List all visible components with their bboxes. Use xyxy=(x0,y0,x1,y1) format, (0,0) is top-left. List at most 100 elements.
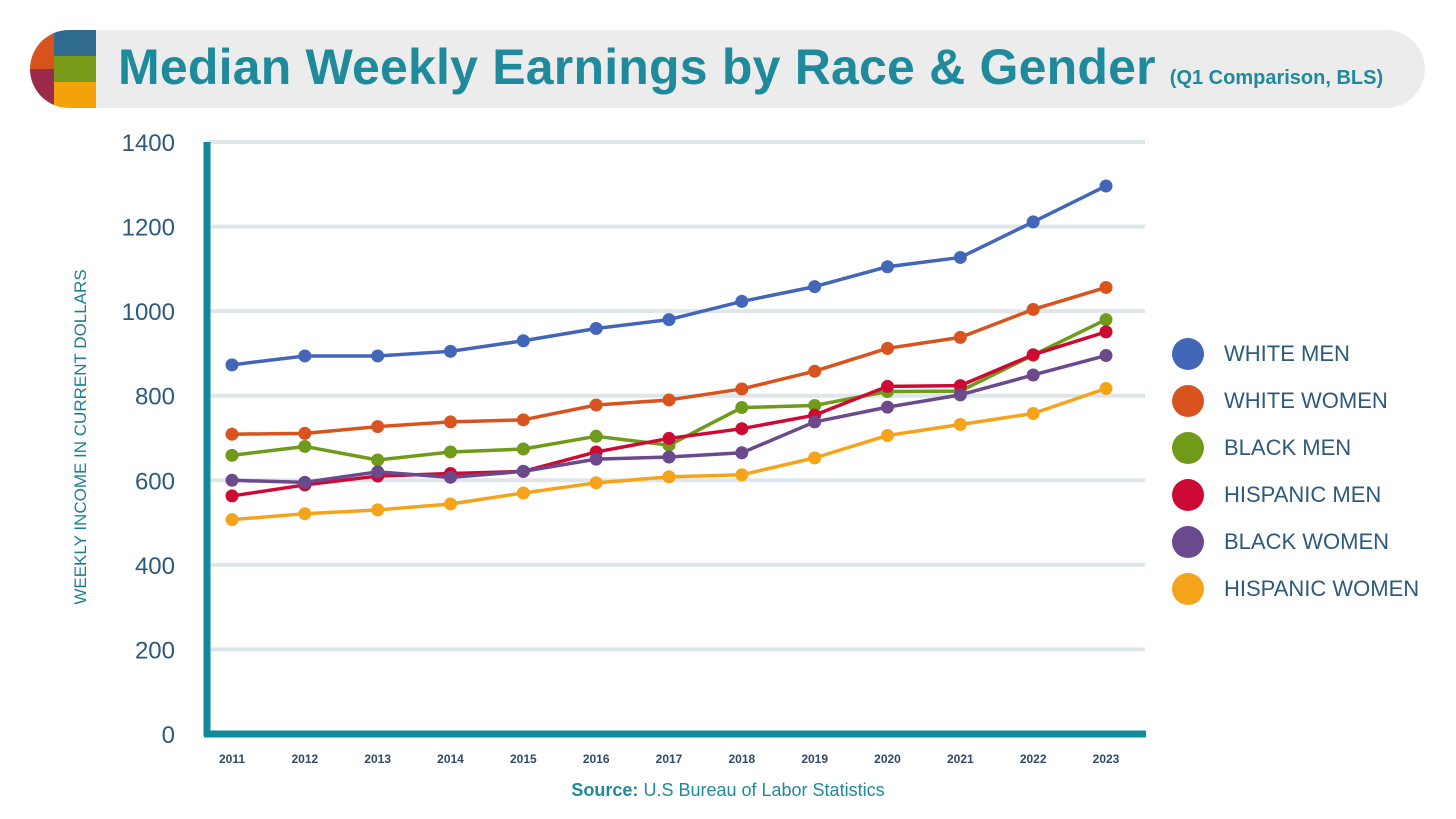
legend-item: HISPANIC WOMEN xyxy=(1172,565,1419,612)
legend-label: HISPANIC MEN xyxy=(1224,481,1382,507)
data-point xyxy=(1026,348,1040,362)
y-tick-label: 600 xyxy=(135,468,175,495)
x-tick-label: 2012 xyxy=(291,752,318,766)
data-point xyxy=(808,398,822,412)
y-axis-label: WEEKLY INCOME IN CURRENT DOLLARS xyxy=(71,269,90,604)
legend-item: HISPANIC MEN xyxy=(1172,471,1419,518)
data-point xyxy=(808,415,822,429)
data-point xyxy=(808,451,822,465)
legend-item: BLACK WOMEN xyxy=(1172,518,1419,565)
source-text: U.S Bureau of Labor Statistics xyxy=(643,780,885,800)
series-lines xyxy=(225,179,1113,527)
data-point xyxy=(1099,382,1113,396)
x-tick-label: 2016 xyxy=(583,752,610,766)
legend-swatch xyxy=(1172,478,1204,511)
data-point xyxy=(808,280,822,294)
data-point xyxy=(662,393,676,407)
data-point xyxy=(1099,313,1113,327)
data-point xyxy=(589,476,603,490)
series-black-women xyxy=(225,349,1113,489)
y-tick-label: 0 xyxy=(162,722,175,749)
data-point xyxy=(516,442,530,456)
x-tick-label: 2021 xyxy=(947,752,974,766)
legend: WHITE MEN WHITE WOMEN BLACK MEN HISPANIC ME… xyxy=(1172,330,1419,612)
series-hispanic-women xyxy=(225,382,1113,527)
data-point xyxy=(735,468,749,482)
x-tick-label: 2018 xyxy=(728,752,755,766)
data-point xyxy=(516,486,530,500)
data-point xyxy=(225,448,239,462)
y-tick-label: 200 xyxy=(135,637,175,664)
title-group: Median Weekly Earnings by Race & Gender … xyxy=(118,38,1383,100)
legend-label: HISPANIC WOMEN xyxy=(1224,575,1420,601)
data-point xyxy=(662,313,676,327)
x-tick-label: 2022 xyxy=(1020,752,1047,766)
data-point xyxy=(881,379,894,393)
data-point xyxy=(808,364,822,378)
data-point xyxy=(1099,179,1113,193)
source-label: Source: xyxy=(571,780,639,800)
y-tick-label: 400 xyxy=(135,553,175,580)
data-point xyxy=(371,453,385,467)
x-tick-label: 2020 xyxy=(874,752,901,766)
data-point xyxy=(225,513,239,527)
data-point xyxy=(953,417,967,431)
data-point xyxy=(1026,406,1040,420)
y-tick-label: 1200 xyxy=(122,215,175,242)
data-point xyxy=(881,341,894,355)
logo-block-orange xyxy=(30,30,54,69)
data-point xyxy=(1026,368,1040,382)
legend-swatch xyxy=(1172,572,1204,605)
data-point xyxy=(371,503,385,517)
data-point xyxy=(735,422,749,436)
chart-subtitle: (Q1 Comparison, BLS) xyxy=(1169,67,1384,89)
data-point xyxy=(1026,215,1040,229)
data-point xyxy=(1099,325,1113,339)
gridlines xyxy=(207,140,1145,652)
y-tick-label: 1000 xyxy=(122,299,175,326)
data-point xyxy=(589,429,603,443)
data-point xyxy=(371,465,385,479)
title-bar xyxy=(30,30,1425,108)
data-point xyxy=(298,475,312,489)
data-point xyxy=(298,349,312,363)
data-point xyxy=(225,489,239,503)
legend-label: WHITE MEN xyxy=(1224,340,1350,366)
legend-label: BLACK WOMEN xyxy=(1224,528,1390,554)
data-point xyxy=(298,426,312,440)
data-point xyxy=(444,415,457,429)
logo-block-green xyxy=(54,56,96,82)
legend-swatch xyxy=(1172,337,1204,370)
y-tick-label: 1400 xyxy=(122,130,175,157)
logo-block-maroon xyxy=(30,69,54,108)
data-point xyxy=(444,445,457,459)
data-point xyxy=(225,358,239,372)
legend-swatch xyxy=(1172,384,1204,417)
source-note: Source: U.S Bureau of Labor Statistics xyxy=(0,780,1456,801)
legend-item: WHITE MEN xyxy=(1172,330,1419,377)
data-point xyxy=(444,344,457,358)
data-point xyxy=(953,388,967,402)
data-point xyxy=(735,382,749,396)
data-point xyxy=(444,470,457,484)
data-point xyxy=(444,497,457,511)
legend-swatch xyxy=(1172,525,1204,558)
series-white-men xyxy=(225,179,1113,372)
data-point xyxy=(1026,302,1040,316)
data-point xyxy=(589,321,603,335)
data-point xyxy=(516,464,530,478)
legend-label: WHITE WOMEN xyxy=(1224,387,1388,413)
data-point xyxy=(225,427,239,441)
data-point xyxy=(662,470,676,484)
y-tick-labels: 0 200 400 600 800 1000 1200 1400 xyxy=(122,130,175,749)
data-point xyxy=(371,349,385,363)
logo xyxy=(30,30,96,108)
data-point xyxy=(881,260,894,274)
legend-swatch xyxy=(1172,431,1204,464)
data-point xyxy=(1099,349,1113,363)
x-tick-labels: 2011 2012 2013 2014 2015 2016 2017 2018 2019 2020… xyxy=(219,752,1120,766)
data-point xyxy=(589,452,603,466)
data-point xyxy=(881,428,894,442)
data-point xyxy=(516,334,530,348)
x-tick-label: 2013 xyxy=(364,752,391,766)
